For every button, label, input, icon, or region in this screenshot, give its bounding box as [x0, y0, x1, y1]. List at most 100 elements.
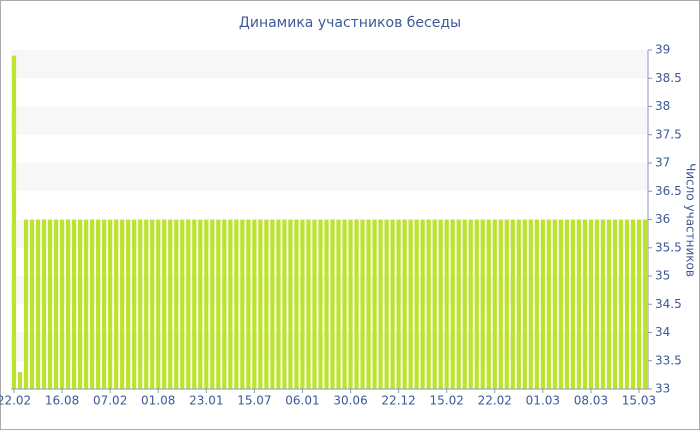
bar [216, 219, 221, 389]
bar [306, 219, 311, 389]
bar [90, 219, 95, 389]
bar [102, 219, 107, 389]
bar [180, 219, 185, 389]
bar [540, 219, 545, 389]
bar [402, 219, 407, 389]
x-tick-label: 15.02 [430, 394, 464, 408]
bar [192, 219, 197, 389]
y-tick-label: 34 [655, 325, 670, 339]
bar [59, 219, 65, 389]
y-tick-label: 36.5 [655, 184, 682, 198]
bar [612, 219, 618, 389]
y-tick-label: 38 [655, 99, 670, 113]
bar [198, 219, 203, 389]
bar [582, 219, 588, 389]
grid-band [11, 276, 648, 305]
x-tick-label: 22.12 [381, 394, 415, 408]
y-tick-label: 35.5 [655, 240, 682, 254]
bar [312, 219, 317, 389]
bar [29, 219, 35, 389]
bar [372, 219, 377, 389]
bar [390, 219, 395, 389]
bar [108, 219, 113, 389]
bar [23, 219, 29, 389]
x-tick-label: 22.02 [0, 394, 31, 408]
x-tick-label: 22.02 [478, 394, 512, 408]
y-tick-label: 36 [655, 212, 670, 226]
x-tick-label: 01.08 [141, 394, 175, 408]
bar [516, 219, 521, 389]
bar [576, 219, 581, 389]
bar [462, 219, 467, 389]
bar [642, 219, 648, 389]
bar [240, 219, 245, 389]
x-tick-label: 15.07 [237, 394, 271, 408]
bar [510, 219, 515, 389]
bar [408, 219, 413, 389]
bar [630, 219, 636, 389]
bar [276, 219, 281, 389]
bar [264, 219, 269, 389]
bar [84, 219, 89, 389]
bar [366, 219, 371, 389]
bar [258, 219, 263, 389]
y-axis-title: Число участников [684, 163, 698, 277]
x-tick-label: 15.03 [622, 394, 656, 408]
bar [468, 219, 473, 389]
bar [246, 219, 251, 389]
bar [17, 372, 23, 389]
bar [450, 219, 455, 389]
bar [234, 219, 239, 389]
bar [144, 219, 149, 389]
bar [558, 219, 563, 389]
bar [570, 219, 575, 389]
x-tick-label: 08.03 [574, 394, 608, 408]
bar [186, 219, 191, 389]
bar [606, 219, 612, 389]
x-tick-label: 06.01 [285, 394, 319, 408]
y-tick-label: 33 [655, 382, 670, 396]
grid-band [11, 332, 648, 361]
x-tick-label: 23.01 [189, 394, 223, 408]
bar [132, 219, 137, 389]
bar [480, 219, 485, 389]
bar [534, 219, 539, 389]
bar [162, 219, 167, 389]
bar [47, 219, 53, 389]
bar [41, 219, 47, 389]
bar [120, 219, 125, 389]
bar [71, 219, 77, 389]
bar [65, 219, 71, 389]
bar [348, 219, 353, 389]
bar [174, 219, 179, 389]
bar [564, 219, 569, 389]
bar [492, 219, 497, 389]
bar [294, 219, 299, 389]
bar [414, 219, 419, 389]
bar [96, 219, 101, 389]
bar [138, 219, 143, 389]
x-tick-label: 16.08 [45, 394, 79, 408]
bar [378, 219, 383, 389]
bar [486, 219, 491, 389]
bar [546, 219, 551, 389]
x-tick-label: 07.02 [93, 394, 127, 408]
y-tick-label: 34.5 [655, 297, 682, 311]
bar [11, 55, 17, 390]
bar [318, 219, 323, 389]
bar [426, 219, 431, 389]
bar [282, 219, 287, 389]
bar [618, 219, 624, 389]
bar [324, 219, 329, 389]
bar [210, 219, 215, 389]
bar [288, 219, 293, 389]
bar [360, 219, 365, 389]
bar [150, 219, 155, 389]
bar [438, 219, 443, 389]
chart-title: Динамика участников беседы [239, 15, 461, 31]
bar [114, 219, 119, 389]
bar [354, 219, 359, 389]
bar [552, 219, 557, 389]
bar [594, 219, 600, 389]
